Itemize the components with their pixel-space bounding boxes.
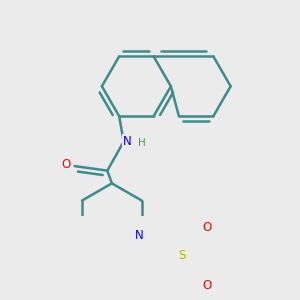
Text: N: N <box>135 229 143 242</box>
Text: S: S <box>178 249 185 262</box>
Text: O: O <box>202 278 212 292</box>
Text: O: O <box>61 158 70 171</box>
Text: O: O <box>202 221 212 234</box>
Text: H: H <box>138 138 146 148</box>
Text: N: N <box>123 135 132 148</box>
